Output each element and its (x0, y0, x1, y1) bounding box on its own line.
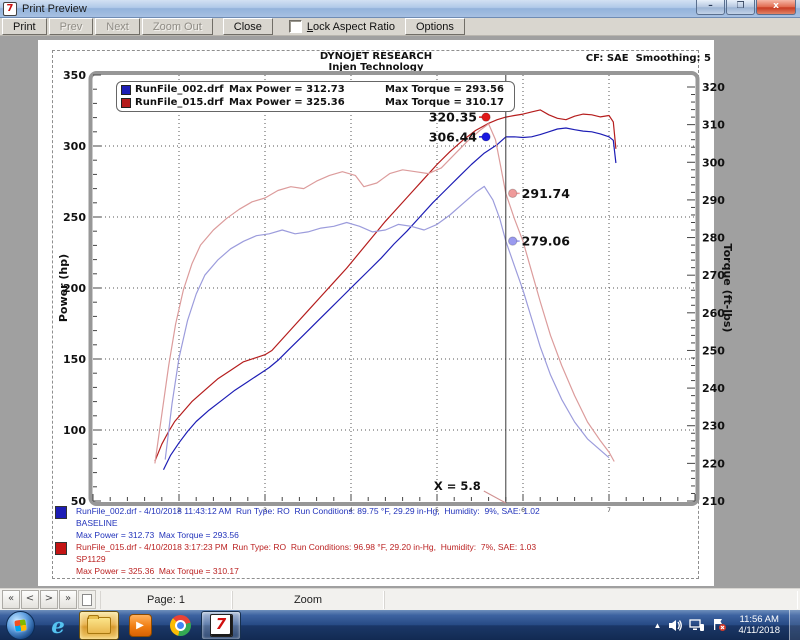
prev-button[interactable]: Prev (48, 18, 94, 35)
taskbar-item-explorer[interactable] (79, 610, 119, 640)
correction-factor-label: CF: SAE Smoothing: 5 (585, 53, 711, 64)
legend-max-power: Max Power = 325.36 (229, 97, 345, 108)
close-window-button[interactable]: x (756, 0, 796, 15)
legend-file-name: RunFile_015.drf (135, 97, 224, 108)
previous-page-button[interactable]: < (21, 590, 39, 609)
restore-button[interactable]: ❐ (726, 0, 755, 15)
folder-icon (87, 614, 111, 634)
lock-aspect-ratio-control: Lock Aspect Ratio (288, 20, 395, 33)
dynojet-app-icon: 7 (209, 613, 233, 637)
close-preview-button[interactable]: Close (222, 18, 273, 35)
next-page-button[interactable]: > (40, 590, 58, 609)
first-page-button[interactable]: « (2, 590, 20, 609)
lock-aspect-ratio-checkbox[interactable] (288, 20, 302, 33)
zoom-out-button[interactable]: Zoom Out (141, 18, 213, 35)
tray-expand-icon[interactable]: ▲ (653, 620, 662, 630)
run-max-line: Max Power = 325.36 Max Torque = 310.17 (76, 566, 239, 576)
run-max-line: Max Power = 312.73 Max Torque = 293.56 (76, 530, 239, 540)
window-controls: – ❐ x (695, 0, 796, 15)
run-label-line: BASELINE (76, 518, 118, 528)
legend-max-power: Max Power = 312.73 (229, 84, 345, 95)
taskbar: e ▶ 7 ▲ 11:56 AM 4/11/2018 (0, 610, 800, 640)
run-annotation-baseline: RunFile_002.drf - 4/10/2018 11:43:12 AM … (55, 505, 540, 541)
print-button[interactable]: Print (2, 18, 47, 35)
page-setup-button[interactable] (78, 590, 96, 609)
options-button[interactable]: Options (404, 18, 465, 35)
window-title: Print Preview (22, 2, 87, 15)
system-tray: ▲ 11:56 AM 4/11/2018 (654, 610, 800, 640)
media-player-icon: ▶ (128, 613, 152, 637)
run-info-line: RunFile_002.drf - 4/10/2018 11:43:12 AM … (76, 506, 540, 516)
taskbar-item-dynojet[interactable]: 7 (201, 610, 241, 640)
status-spacer-panel (384, 590, 798, 609)
chrome-icon (169, 614, 191, 636)
toolbar: Print Prev Next Zoom Out Close Lock Aspe… (0, 18, 800, 36)
status-bar: « < > » Page: 1 Zoom (0, 588, 800, 610)
minimize-button[interactable]: – (696, 0, 725, 15)
legend-row-runfile-002: RunFile_002.drf Max Power = 312.73 Max T… (121, 83, 504, 96)
action-center-flag-icon[interactable] (712, 618, 727, 632)
next-button[interactable]: Next (95, 18, 140, 35)
legend-max-torque: Max Torque = 293.56 (385, 84, 504, 95)
legend-row-runfile-015: RunFile_015.drf Max Power = 325.36 Max T… (121, 96, 504, 109)
chart-subtitle: Injen Technology (328, 62, 424, 73)
taskbar-item-internet-explorer[interactable]: e (39, 612, 77, 639)
taskbar-item-chrome[interactable] (161, 612, 199, 639)
internet-explorer-icon: e (51, 612, 65, 638)
chart-title: DYNOJET RESEARCH (319, 51, 433, 62)
volume-icon[interactable] (668, 619, 683, 632)
run-annotation-sp1129: RunFile_015.drf - 4/10/2018 3:17:23 PM R… (55, 541, 536, 577)
run-color-square-red (55, 542, 67, 555)
start-button[interactable] (6, 610, 35, 640)
legend-max-torque: Max Torque = 310.17 (385, 97, 504, 108)
legend-file-name: RunFile_002.drf (135, 84, 224, 95)
page-number-panel: Page: 1 (100, 590, 232, 609)
run-color-square-blue (55, 506, 67, 519)
run-info-line: RunFile_015.drf - 4/10/2018 3:17:23 PM R… (76, 542, 537, 552)
window-titlebar[interactable]: 7 Print Preview – ❐ x (0, 0, 800, 18)
page-margin-border (52, 50, 699, 579)
zoom-panel: Zoom (232, 590, 384, 609)
windows-logo-icon (14, 618, 27, 632)
app-icon: 7 (3, 1, 17, 16)
chart-legend: RunFile_002.drf Max Power = 312.73 Max T… (116, 81, 515, 112)
last-page-button[interactable]: » (59, 590, 77, 609)
clock-date: 4/11/2018 (738, 625, 780, 636)
document-icon (82, 593, 92, 606)
legend-swatch-red (121, 97, 131, 108)
lock-aspect-ratio-label: Lock Aspect Ratio (306, 20, 395, 33)
legend-swatch-blue (121, 84, 131, 95)
show-desktop-button[interactable] (789, 610, 800, 640)
taskbar-item-media-player[interactable]: ▶ (121, 612, 159, 639)
taskbar-clock[interactable]: 11:56 AM 4/11/2018 (738, 614, 780, 636)
run-label-line: SP1129 (76, 554, 106, 564)
clock-time: 11:56 AM (739, 614, 779, 625)
network-icon[interactable] (689, 618, 705, 632)
